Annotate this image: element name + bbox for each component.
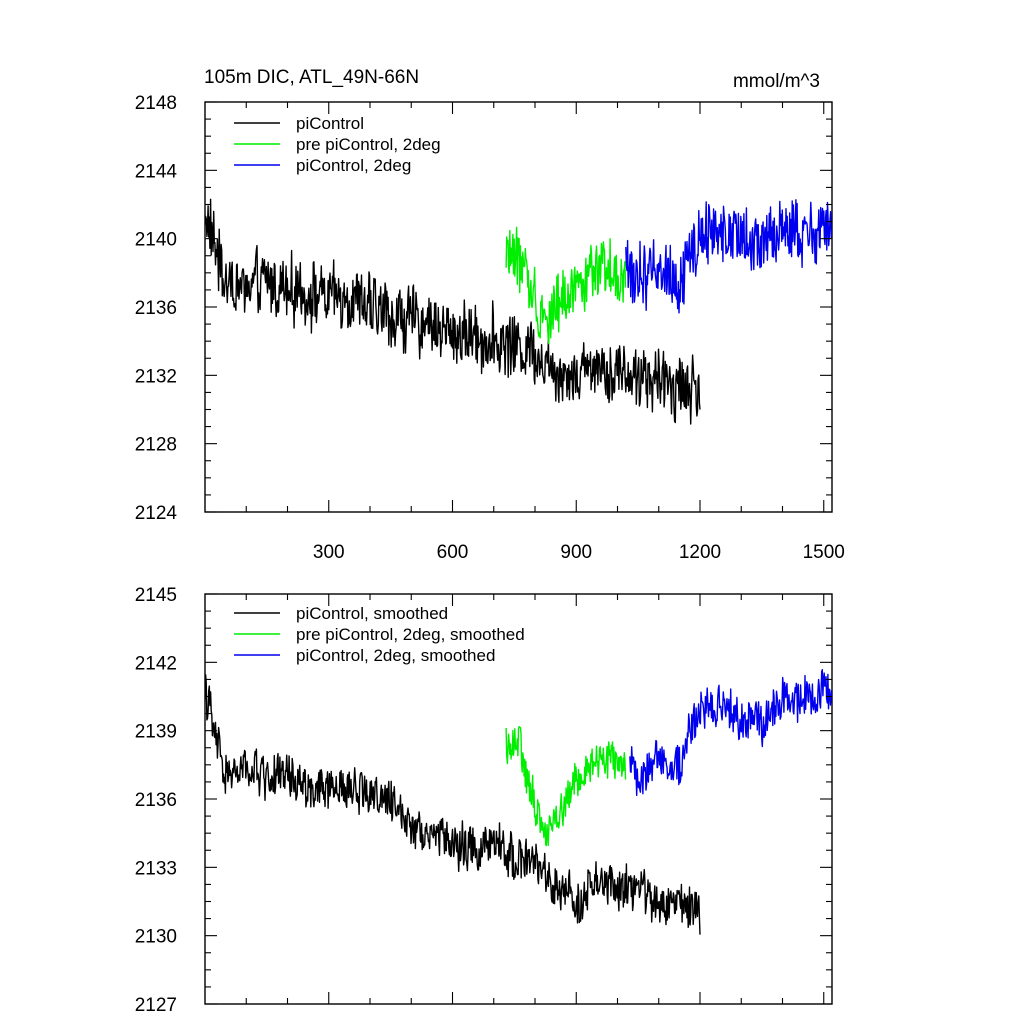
tick-layer-top: 2124 2128 2132 2136 2140 2144 2148 300 600 900 120… (135, 93, 845, 563)
y-tick-label: 2132 (135, 366, 177, 387)
y-tick-label: 2127 (135, 995, 177, 1016)
x-tick-label: 900 (560, 542, 592, 563)
y-tick-label: 2136 (135, 790, 177, 811)
legend-label: piControl (296, 114, 364, 133)
legend-top: piControl pre piControl, 2deg piControl, 2… (234, 114, 441, 175)
y-tick-label: 2148 (135, 93, 177, 114)
legend-label: piControl, 2deg (296, 156, 411, 175)
y-tick-label: 2140 (135, 230, 177, 251)
series-layer-top (205, 198, 832, 425)
y-tick-label: 2124 (135, 503, 178, 524)
legend-label: piControl, 2deg, smoothed (296, 646, 495, 665)
chart-title: 105m DIC, ATL_49N-66N (204, 67, 419, 88)
series-line-picontrol (205, 198, 701, 425)
y-tick-label: 2142 (135, 653, 177, 674)
top-panel: 105m DIC, ATL_49N-66N mmol/m^3 212421282… (135, 67, 845, 563)
series-line-pre-picontrol-2deg (505, 226, 627, 345)
series-line-picontrol-2deg (625, 199, 832, 314)
tick-layer-bottom: 2127 2130 2133 2136 2139 2142 2145 (135, 585, 832, 1016)
y-tick-label: 2139 (135, 722, 177, 743)
y-tick-label: 2128 (135, 435, 177, 456)
legend-label: pre piControl, 2deg, smoothed (296, 625, 525, 644)
x-tick-label: 1500 (803, 542, 845, 563)
series-layer-bottom (205, 669, 832, 935)
series-line-pre-picontrol-2deg-smoothed (505, 726, 627, 847)
legend-bottom: piControl, smoothed pre piControl, 2deg, … (234, 604, 525, 665)
y-tick-label: 2144 (135, 161, 178, 182)
y-tick-label: 2130 (135, 927, 177, 948)
legend-label: piControl, smoothed (296, 604, 448, 623)
series-line-picontrol-smoothed (205, 674, 701, 935)
y-tick-label: 2136 (135, 298, 177, 319)
series-line-picontrol-2deg-smoothed (629, 669, 832, 797)
x-tick-label: 300 (313, 542, 345, 563)
bottom-panel: 2127 2130 2133 2136 2139 2142 2145 piControl, … (135, 585, 833, 1016)
x-tick-label: 1200 (679, 542, 721, 563)
y-tick-label: 2133 (135, 858, 177, 879)
legend-label: pre piControl, 2deg (296, 135, 441, 154)
y-tick-label: 2145 (135, 585, 177, 606)
units-label: mmol/m^3 (733, 71, 820, 92)
x-tick-label: 600 (437, 542, 469, 563)
